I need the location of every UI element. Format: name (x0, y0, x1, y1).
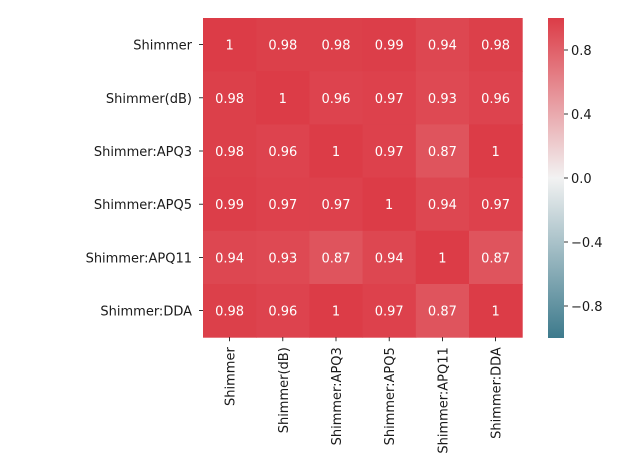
heatmap-cell (256, 18, 310, 72)
heatmap-cell (362, 71, 417, 125)
x-tick-label: Shimmer:APQ11 (436, 347, 451, 453)
heatmap-cell (203, 177, 257, 232)
cell-value-label: 1 (491, 305, 499, 320)
colorbar-tick-label: 0.0 (571, 172, 592, 187)
cell-value-label: 1 (225, 39, 233, 54)
cell-value-label: 0.93 (268, 251, 297, 266)
heatmap-cell (415, 230, 470, 285)
colorbar-tick-label: −0.8 (571, 300, 603, 315)
heatmap-cells (203, 18, 523, 338)
heatmap-cell (469, 177, 523, 232)
heatmap-cell (203, 124, 257, 179)
heatmap-cell (256, 177, 310, 232)
heatmap-cell (309, 284, 364, 338)
heatmap-cell (203, 284, 257, 338)
cell-value-label: 0.99 (375, 39, 404, 54)
heatmap-cell (309, 18, 364, 72)
cell-value-label: 0.97 (481, 198, 510, 213)
y-tick-label: Shimmer:APQ5 (94, 198, 192, 213)
cell-value-label: 0.98 (215, 92, 244, 107)
cell-value-label: 0.97 (322, 198, 351, 213)
x-tick-label: Shimmer:DDA (490, 347, 505, 439)
y-tick-label: Shimmer (133, 39, 192, 54)
heatmap-cell (415, 177, 470, 232)
heatmap-cell (309, 230, 364, 285)
heatmap-cell (469, 71, 523, 125)
heatmap-cell (415, 71, 470, 125)
cell-value-label: 0.87 (428, 305, 457, 320)
cell-value-label: 0.94 (428, 198, 457, 213)
heatmap-cell (469, 124, 523, 179)
heatmap-cell (256, 230, 310, 285)
heatmap-cell (415, 124, 470, 179)
heatmap-cell (362, 284, 417, 338)
cell-value-label: 0.87 (481, 251, 510, 266)
cell-value-label: 1 (491, 145, 499, 160)
heatmap-cell (256, 124, 310, 179)
heatmap-cell (362, 18, 417, 72)
y-tick-label: Shimmer:DDA (100, 305, 192, 320)
cell-value-label: 1 (385, 198, 393, 213)
y-tick-label: Shimmer:APQ11 (86, 251, 192, 266)
heatmap-cell (309, 124, 364, 179)
heatmap-cell-labels: 1 0.98 0.98 0.99 0.94 0.98 0.98 1 0.96 0.97 0.93 0.… (215, 39, 510, 320)
x-tick-label: Shimmer(dB) (277, 347, 292, 433)
cell-value-label: 0.97 (375, 305, 404, 320)
x-tick-label: Shimmer:APQ3 (330, 347, 345, 445)
cell-value-label: 0.96 (322, 92, 351, 107)
heatmap-cell (469, 18, 523, 72)
cell-value-label: 0.87 (428, 145, 457, 160)
cell-value-label: 0.96 (481, 92, 510, 107)
cell-value-label: 1 (438, 251, 446, 266)
heatmap-cell (469, 230, 523, 285)
heatmap-cell (203, 230, 257, 285)
y-tick-label: Shimmer(dB) (106, 92, 192, 107)
cell-value-label: 0.94 (428, 39, 457, 54)
heatmap-cell (362, 124, 417, 179)
heatmap-cell (469, 284, 523, 338)
colorbar-tick-label: 0.8 (571, 44, 592, 59)
cell-value-label: 0.98 (215, 305, 244, 320)
cell-value-label: 0.94 (215, 251, 244, 266)
cell-value-label: 1 (279, 92, 287, 107)
cell-value-label: 0.93 (428, 92, 457, 107)
heatmap-cell (256, 71, 310, 125)
heatmap-cell (309, 71, 364, 125)
cell-value-label: 0.98 (268, 39, 297, 54)
cell-value-label: 0.97 (268, 198, 297, 213)
y-tick-label: Shimmer:APQ3 (94, 145, 192, 160)
colorbar-tick-label: −0.4 (571, 236, 603, 251)
cell-value-label: 0.87 (322, 251, 351, 266)
cell-value-label: 0.98 (215, 145, 244, 160)
cell-value-label: 1 (332, 145, 340, 160)
colorbar (548, 18, 564, 338)
cell-value-label: 0.94 (375, 251, 404, 266)
cell-value-label: 0.97 (375, 92, 404, 107)
colorbar-tick-label: 0.4 (571, 108, 592, 123)
heatmap-cell (309, 177, 364, 232)
heatmap-cell (203, 71, 257, 125)
x-tick-label: Shimmer:APQ5 (383, 347, 398, 445)
cell-value-label: 0.98 (481, 39, 510, 54)
x-tick-label: Shimmer (224, 347, 239, 406)
heatmap-cell (203, 18, 257, 72)
heatmap-cell (362, 230, 417, 285)
cell-value-label: 0.96 (268, 305, 297, 320)
cell-value-label: 1 (332, 305, 340, 320)
cell-value-label: 0.99 (215, 198, 244, 213)
x-axis-ticks: Shimmer Shimmer(dB) Shimmer:APQ3 Shimmer:AP… (224, 337, 505, 454)
heatmap-cell (256, 284, 310, 338)
colorbar-ticks: 0.8 0.4 0.0 −0.4 −0.8 (564, 44, 603, 315)
cell-value-label: 0.98 (322, 39, 351, 54)
heatmap-cell (362, 177, 417, 232)
heatmap-cell (415, 284, 470, 338)
y-axis-ticks: Shimmer Shimmer(dB) Shimmer:APQ3 Shimmer:AP… (86, 39, 203, 320)
cell-value-label: 0.97 (375, 145, 404, 160)
heatmap-cell (415, 18, 470, 72)
cell-value-label: 0.96 (268, 145, 297, 160)
